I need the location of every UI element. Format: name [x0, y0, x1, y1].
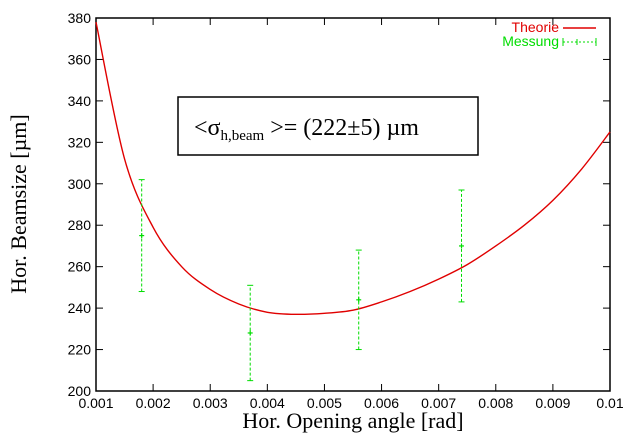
y-tick-label: 280	[68, 217, 92, 233]
plot-area: 0.001 0.002 0.003 0.004 0.005 0.006 0.007 0.008…	[68, 10, 624, 411]
y-tick-label: 320	[68, 134, 92, 150]
x-tick-label: 0.003	[193, 395, 228, 411]
series-line-theorie	[95, 21, 611, 316]
y-tick-label: 220	[68, 342, 92, 358]
legend: Theorie Messung	[502, 19, 597, 49]
x-tick-label: 0.008	[478, 395, 513, 411]
y-axis-title: Hor. Beamsize [µm]	[6, 114, 31, 293]
legend-label-messung: Messung	[502, 33, 559, 49]
y-tick-label: 200	[68, 383, 92, 399]
legend-swatch-messung	[562, 38, 597, 46]
x-tick-label: 0.004	[250, 395, 285, 411]
annotation-frame	[177, 96, 479, 156]
plot-frame	[95, 17, 611, 392]
x-tick-label: 0.007	[421, 395, 456, 411]
y-tick-label: 380	[68, 10, 92, 26]
y-tick-label: 300	[68, 176, 92, 192]
x-tick-label: 0.001	[78, 395, 113, 411]
x-axis-title: Hor. Opening angle [rad]	[242, 408, 463, 433]
x-tick-label: 0.002	[136, 395, 171, 411]
annotation-suffix: >= (222±5) µm	[264, 115, 419, 141]
y-tick-label: 240	[68, 300, 92, 316]
annotation-box: <σh,beam >= (222±5) µm	[177, 96, 479, 156]
annotation-text: <σh,beam >= (222±5) µm	[194, 115, 419, 144]
x-tick-label: 0.005	[307, 395, 342, 411]
x-tick-label: 0.006	[364, 395, 399, 411]
annotation-subscript: h,beam	[220, 128, 264, 144]
annotation-prefix: <σ	[194, 115, 221, 141]
y-tick-label: 360	[68, 51, 92, 67]
y-tick-label: 260	[68, 259, 92, 275]
y-tick-label: 340	[68, 93, 92, 109]
legend-label-theorie: Theorie	[512, 19, 560, 35]
x-tick-label: 0.009	[535, 395, 570, 411]
x-tick-label: 0.01	[596, 395, 623, 411]
